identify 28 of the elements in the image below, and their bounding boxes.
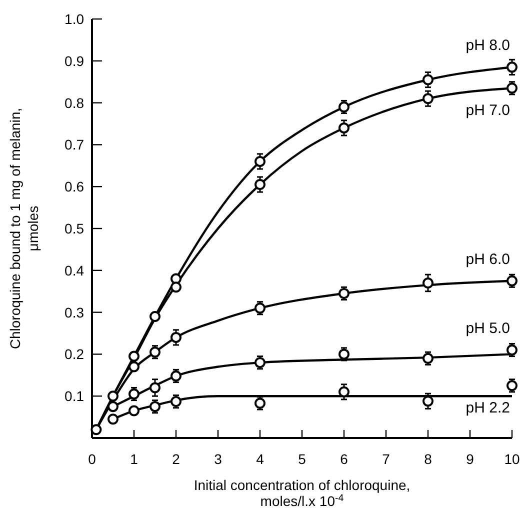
x-tick-label: 9 <box>466 451 474 467</box>
x-tick-label: 2 <box>172 451 180 467</box>
y-tick-label: 0.1 <box>64 388 84 404</box>
y-tick-label: 0.9 <box>64 52 84 69</box>
x-tick-label: 6 <box>340 451 348 467</box>
x-tick-label: 5 <box>298 451 306 467</box>
y-tick-label: 0.5 <box>64 220 84 236</box>
x-tick-label: 1 <box>130 451 138 467</box>
y-tick-label: 0.7 <box>64 136 84 153</box>
x-tick-label: 10 <box>504 451 520 467</box>
y-axis-title: Chloroquine bound to 1 mg of melanin, μmoles <box>7 108 41 350</box>
y-tick-label: 0.6 <box>64 178 84 195</box>
series-label: pH 2.2 <box>466 400 510 417</box>
y-tick-label: 0.8 <box>64 94 84 111</box>
series-label: pH 7.0 <box>466 102 510 120</box>
x-tick-label: 3 <box>214 451 222 467</box>
y-tick-label: 0.4 <box>64 262 84 278</box>
x-axis-title: Initial concentration of chloroquine, moles/l.x 10$^{-4}$ <box>194 477 410 509</box>
series-label: pH 8.0 <box>466 37 510 54</box>
x-tick-label: 4 <box>256 451 264 467</box>
y-tick-label: 1.0 <box>64 11 84 27</box>
series-label: pH 5.0 <box>466 320 510 338</box>
x-tick-label: 8 <box>424 451 432 467</box>
x-tick-label: 0 <box>88 451 96 467</box>
y-tick-label: 0.2 <box>64 346 84 362</box>
series-label: pH 6.0 <box>466 250 510 268</box>
y-tick-label: 0.3 <box>64 304 84 320</box>
x-tick-label: 7 <box>382 451 390 467</box>
